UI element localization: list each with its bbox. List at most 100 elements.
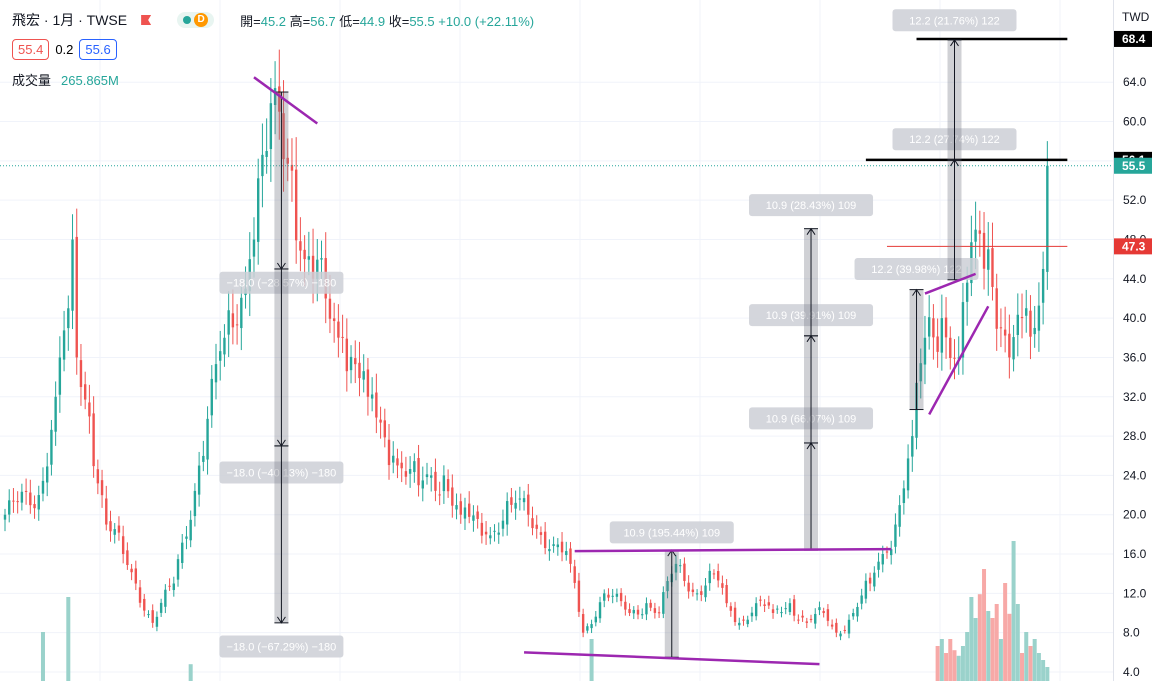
- price-tick-label: 16.0: [1123, 547, 1147, 561]
- candle-body: [484, 531, 488, 535]
- candle-body: [746, 619, 749, 625]
- candle-body: [109, 521, 112, 532]
- candle-body: [628, 609, 631, 614]
- candle-body: [396, 458, 399, 466]
- trendlines[interactable]: [253, 76, 990, 666]
- candle-body: [649, 602, 652, 608]
- candle-body: [974, 229, 977, 242]
- candle-body: [413, 461, 416, 473]
- candle-body: [24, 490, 28, 492]
- horizontal-levels[interactable]: [865, 37, 1068, 247]
- price-label-bg: [1114, 157, 1152, 174]
- candle-body: [856, 606, 859, 617]
- candle-body: [126, 550, 129, 566]
- ohlc-values: 開=45.2 高=56.7 低=44.9 收=55.5 +10.0 (+22.1…: [240, 11, 534, 30]
- candle-body: [421, 480, 424, 489]
- market-status[interactable]: D: [177, 12, 215, 28]
- candle-body: [193, 490, 197, 517]
- price-tick-label: 24.0: [1123, 468, 1147, 482]
- candle-body: [636, 609, 640, 615]
- candle-body: [12, 500, 15, 502]
- candle-body: [328, 298, 332, 319]
- candle-body: [46, 466, 49, 483]
- candle-body: [164, 589, 167, 607]
- candle-body: [113, 529, 116, 535]
- candle-body: [442, 475, 446, 492]
- candle-body: [965, 282, 969, 302]
- candle-body: [261, 154, 264, 177]
- candle-body: [788, 603, 792, 613]
- measure-tools[interactable]: −18.0 (−28.57%) −180−18.0 (−40.13%) −180…: [219, 9, 1017, 658]
- volume-bar: [977, 594, 982, 681]
- candle-body: [792, 599, 796, 616]
- candle-body: [202, 455, 205, 462]
- candle-body: [944, 317, 948, 338]
- volume-bar: [939, 639, 944, 681]
- trendline: [928, 305, 990, 416]
- volume-bar: [1028, 646, 1033, 681]
- volume-value: 265.865M: [61, 73, 119, 88]
- candle-body: [446, 479, 450, 492]
- flag-icon[interactable]: [141, 15, 152, 25]
- volume-bars: [40, 541, 1050, 681]
- low-value: 44.9: [359, 13, 386, 29]
- candle-body: [425, 474, 429, 478]
- candle-body: [725, 584, 728, 604]
- candle-body: [987, 249, 990, 270]
- candle-body: [801, 615, 804, 618]
- volume-bar: [982, 569, 987, 681]
- candle-body: [231, 313, 235, 328]
- volume-bar: [956, 655, 961, 681]
- candle-body: [151, 610, 154, 623]
- candle-body: [552, 544, 555, 546]
- candle-body: [345, 338, 349, 372]
- candle-body: [58, 357, 62, 395]
- candle-body: [468, 503, 471, 517]
- volume-bar: [589, 639, 594, 681]
- candle-body: [666, 581, 669, 592]
- buy-price[interactable]: 55.6: [79, 39, 117, 60]
- candle-body: [147, 614, 150, 616]
- candle-body: [653, 608, 657, 613]
- candle-body: [881, 554, 884, 565]
- price-labels: 68.456.155.547.3: [1114, 30, 1152, 255]
- candle-body: [265, 151, 268, 157]
- candle-body: [117, 525, 121, 533]
- symbol-title[interactable]: 飛宏 · 1月 · TWSE: [12, 12, 128, 28]
- candle-body: [514, 502, 517, 509]
- candle-body: [121, 536, 125, 555]
- candle-body: [138, 587, 142, 603]
- candle-body: [679, 565, 682, 567]
- candle-body: [105, 498, 108, 525]
- measure-label-bg: [749, 194, 874, 217]
- candle-body: [505, 501, 509, 525]
- candle-body: [704, 585, 707, 598]
- candle-body: [598, 602, 602, 619]
- candle-body: [978, 230, 982, 234]
- candle-body: [83, 384, 87, 400]
- price-tick-label: 8.0: [1123, 626, 1140, 640]
- price-label: 47.3: [1122, 239, 1146, 253]
- candle-body: [936, 336, 939, 352]
- volume-label: 成交量: [12, 73, 52, 88]
- candle-body: [835, 622, 838, 633]
- candle-body: [67, 308, 70, 329]
- candle-body: [459, 501, 462, 515]
- candle-body: [949, 337, 952, 359]
- currency-selector[interactable]: TWD: [1122, 10, 1150, 24]
- candle-body: [767, 602, 771, 606]
- candle-body: [75, 236, 78, 358]
- candle-body: [408, 469, 412, 474]
- volume-bar: [969, 597, 974, 681]
- candle-body: [370, 394, 374, 399]
- candle-body: [155, 616, 159, 627]
- close-value: 55.5: [409, 13, 435, 29]
- candle-body: [700, 591, 703, 595]
- price-tick-label: 40.0: [1123, 311, 1147, 325]
- candle-body: [902, 488, 906, 504]
- sell-price[interactable]: 55.4: [12, 39, 50, 60]
- candle-body: [864, 580, 868, 599]
- measure-label: 12.2 (21.76%) 122: [909, 15, 1000, 27]
- candle-body: [915, 382, 918, 438]
